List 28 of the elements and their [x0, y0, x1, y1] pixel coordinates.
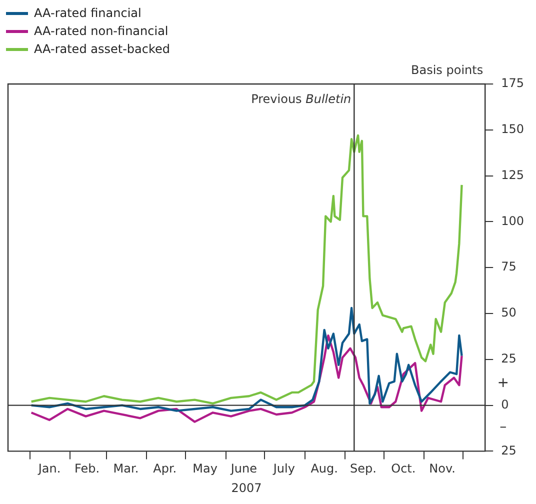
y-tick-label: 50: [501, 306, 516, 320]
x-tick-label: July: [272, 462, 295, 476]
x-tick-label: Oct.: [391, 462, 416, 476]
x-tick-label: Aug.: [310, 462, 338, 476]
x-tick-label: Jan.: [37, 462, 61, 476]
x-tick-label: Apr.: [153, 462, 177, 476]
legend-label: AA-rated asset-backed: [34, 42, 170, 56]
x-tick-label: Mar.: [113, 462, 139, 476]
y-tick-label: 100: [501, 214, 524, 228]
ref-line-label: Previous Bulletin: [251, 92, 352, 106]
y-tick-label: 0: [501, 397, 509, 412]
text: –: [500, 418, 507, 435]
y-tick-label: 75: [501, 260, 516, 274]
y-tick-label: 25: [501, 443, 516, 458]
x-tick-label: June: [230, 462, 258, 476]
y-tick-label: 125: [501, 168, 524, 182]
text: +: [497, 374, 509, 391]
x-tick-label: Sep.: [350, 462, 376, 476]
y-axis-title: Basis points: [411, 63, 484, 77]
x-axis-title: 2007: [231, 480, 262, 495]
legend-label: AA-rated financial: [34, 6, 142, 20]
x-tick-label: May: [192, 462, 218, 476]
y-tick-label: 175: [501, 76, 524, 90]
y-tick-label: 25: [501, 352, 516, 366]
x-tick-label: Feb.: [74, 462, 100, 476]
legend-label: AA-rated non-financial: [34, 24, 168, 38]
x-tick-label: Nov.: [429, 462, 456, 476]
y-tick-label: 150: [501, 122, 524, 136]
